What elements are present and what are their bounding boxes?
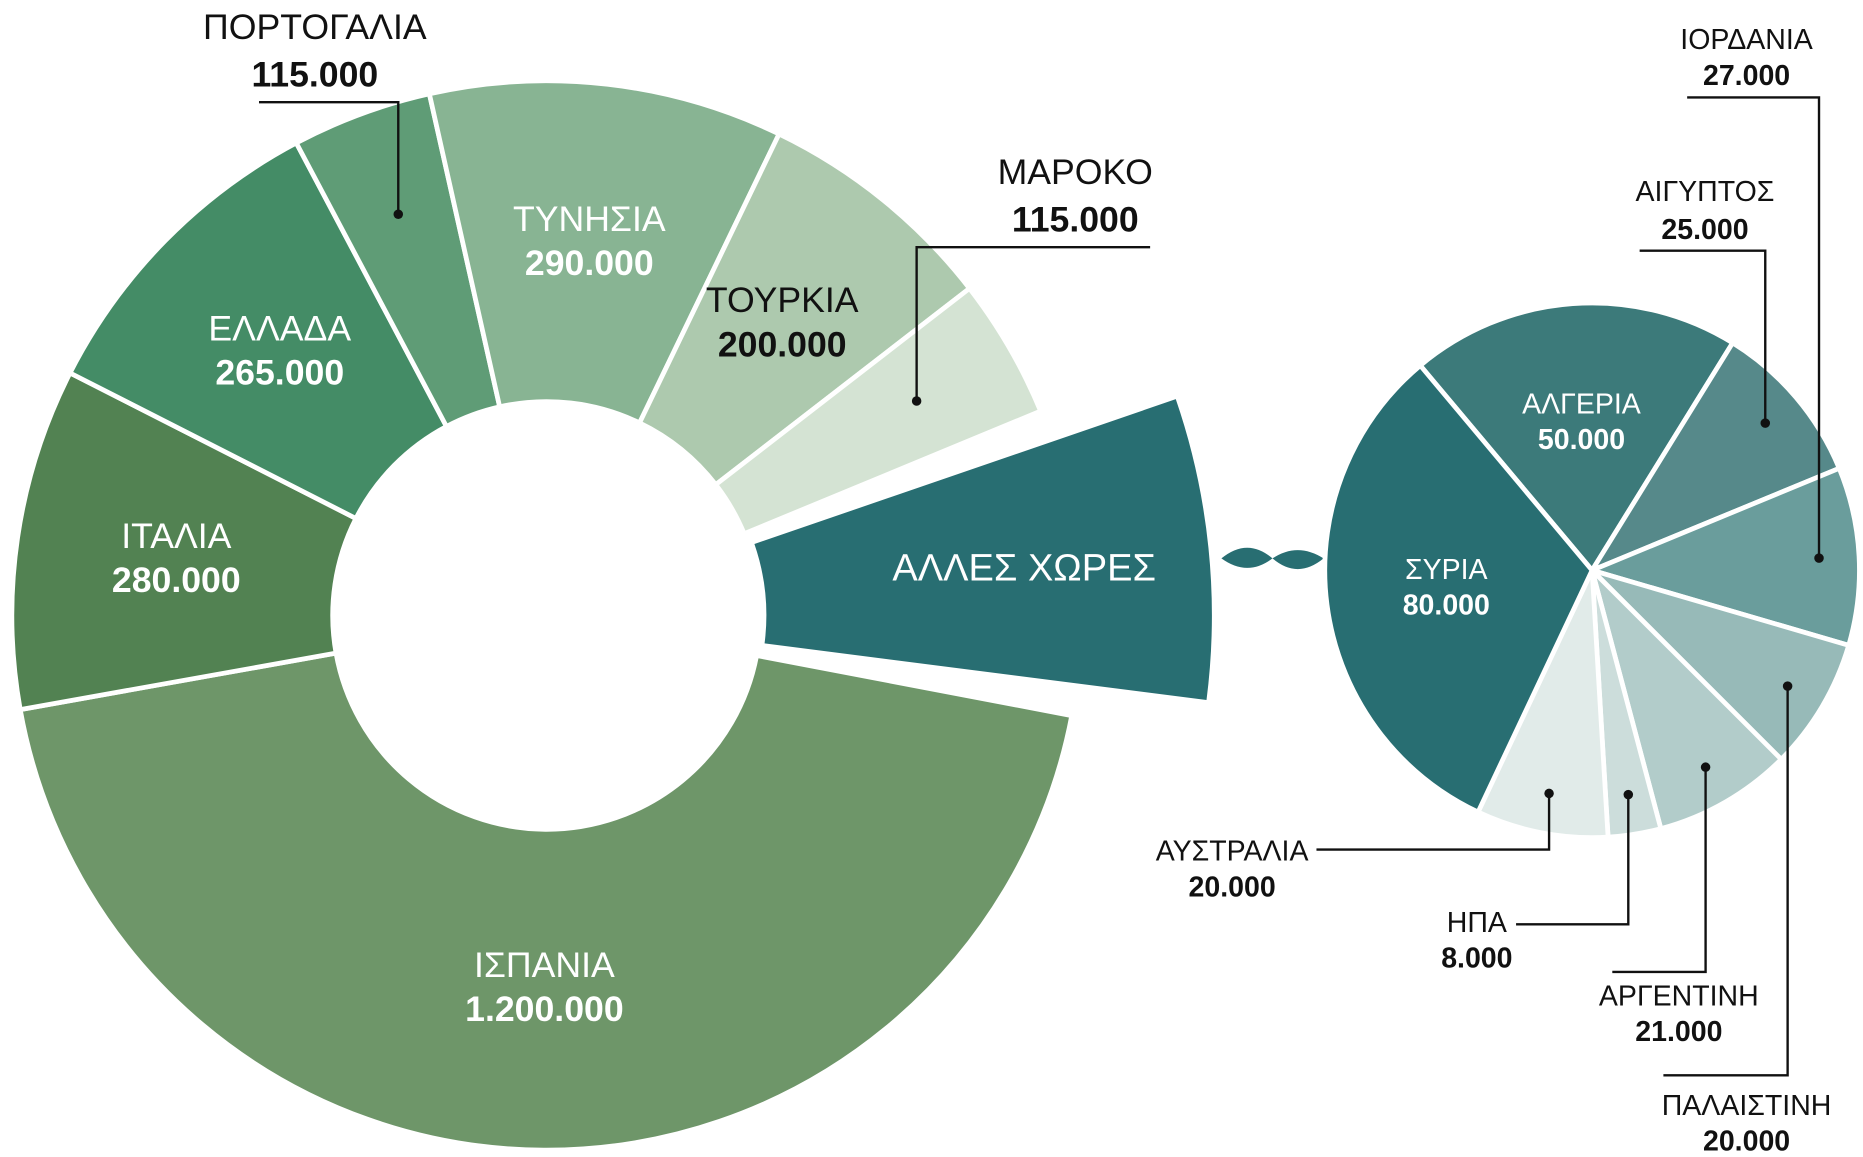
slice-label: ΑΛΓΕΡΙΑ (1522, 389, 1641, 421)
value-label: 115.000 (1012, 200, 1139, 240)
value-label: 265.000 (215, 352, 344, 392)
slice-label: ΙΣΠΑΝΙΑ (474, 945, 615, 985)
leader-line (915, 245, 1151, 402)
leader-dot (1623, 789, 1634, 800)
slice-label: ΣΥΡΙΑ (1405, 554, 1488, 586)
slice-label: ΑΛΛΕΣ ΧΩΡΕΣ (892, 547, 1156, 589)
slice (1590, 568, 1852, 763)
slice-label: ΑΥΣΤΡΑΛΙΑ (1156, 836, 1309, 868)
leader-dot (911, 396, 922, 406)
slice-label: ΠΑΛΑΙΣΤΙΝΗ (1662, 1090, 1832, 1122)
slice (1322, 362, 1595, 816)
leader-dot (1544, 788, 1554, 799)
value-label: 27.000 (1703, 60, 1790, 92)
leader-line (1687, 96, 1821, 559)
value-label: 20.000 (1189, 871, 1276, 903)
slice-label: ΗΠΑ (1447, 907, 1507, 939)
slice-label: ΠΟΡΤΟΓΑΛΙΑ (203, 7, 427, 47)
value-label: 25.000 (1661, 214, 1748, 246)
slice (1416, 300, 1736, 575)
slice (754, 399, 1212, 701)
slice-label: ΙΟΡΔΑΝΙΑ (1680, 24, 1813, 56)
value-label: 8.000 (1441, 943, 1512, 975)
slice-label: ΜΑΡΟΚΟ (998, 152, 1153, 192)
value-label: 115.000 (251, 55, 378, 95)
slice-label: ΕΛΛΑΔΑ (208, 308, 351, 348)
connector (1221, 547, 1324, 570)
leader-line (1316, 793, 1551, 851)
slice (1587, 562, 1785, 832)
value-label: 200.000 (718, 324, 847, 364)
leader-dot (393, 209, 404, 220)
leader-dot (1760, 418, 1771, 428)
value-label: 280.000 (112, 560, 241, 600)
slice (712, 285, 1044, 537)
slice (17, 650, 1075, 1153)
leader-dot (1700, 762, 1711, 772)
value-label: 50.000 (1538, 424, 1625, 456)
leader-dot (1782, 681, 1793, 691)
slice (66, 139, 450, 522)
slice (1474, 569, 1611, 841)
slice-label: ΤΟΥΡΚΙΑ (706, 280, 859, 320)
leader-line (259, 100, 400, 215)
leader-line (1516, 794, 1630, 926)
slice-label: ΑΡΓΕΝΤΙΝΗ (1599, 981, 1759, 1013)
leader-line (1639, 249, 1767, 424)
value-label: 290.000 (525, 243, 654, 283)
slice-label: ΑΙΓΥΠΤΟΣ (1636, 176, 1775, 208)
value-label: 1.200.000 (465, 989, 623, 1029)
slice (1586, 339, 1843, 576)
leader-line (1612, 767, 1707, 974)
slice (9, 369, 360, 713)
leader-dot (1814, 553, 1824, 563)
slice (1584, 465, 1862, 649)
slice-label: ΤΥΝΗΣΙΑ (513, 199, 666, 239)
value-label: 80.000 (1403, 589, 1490, 621)
value-label: 20.000 (1703, 1126, 1790, 1157)
value-label: 21.000 (1635, 1016, 1722, 1048)
leader-line (1663, 686, 1789, 1077)
slice-label: ΙΤΑΛΙΑ (121, 516, 231, 556)
slice (426, 78, 783, 427)
